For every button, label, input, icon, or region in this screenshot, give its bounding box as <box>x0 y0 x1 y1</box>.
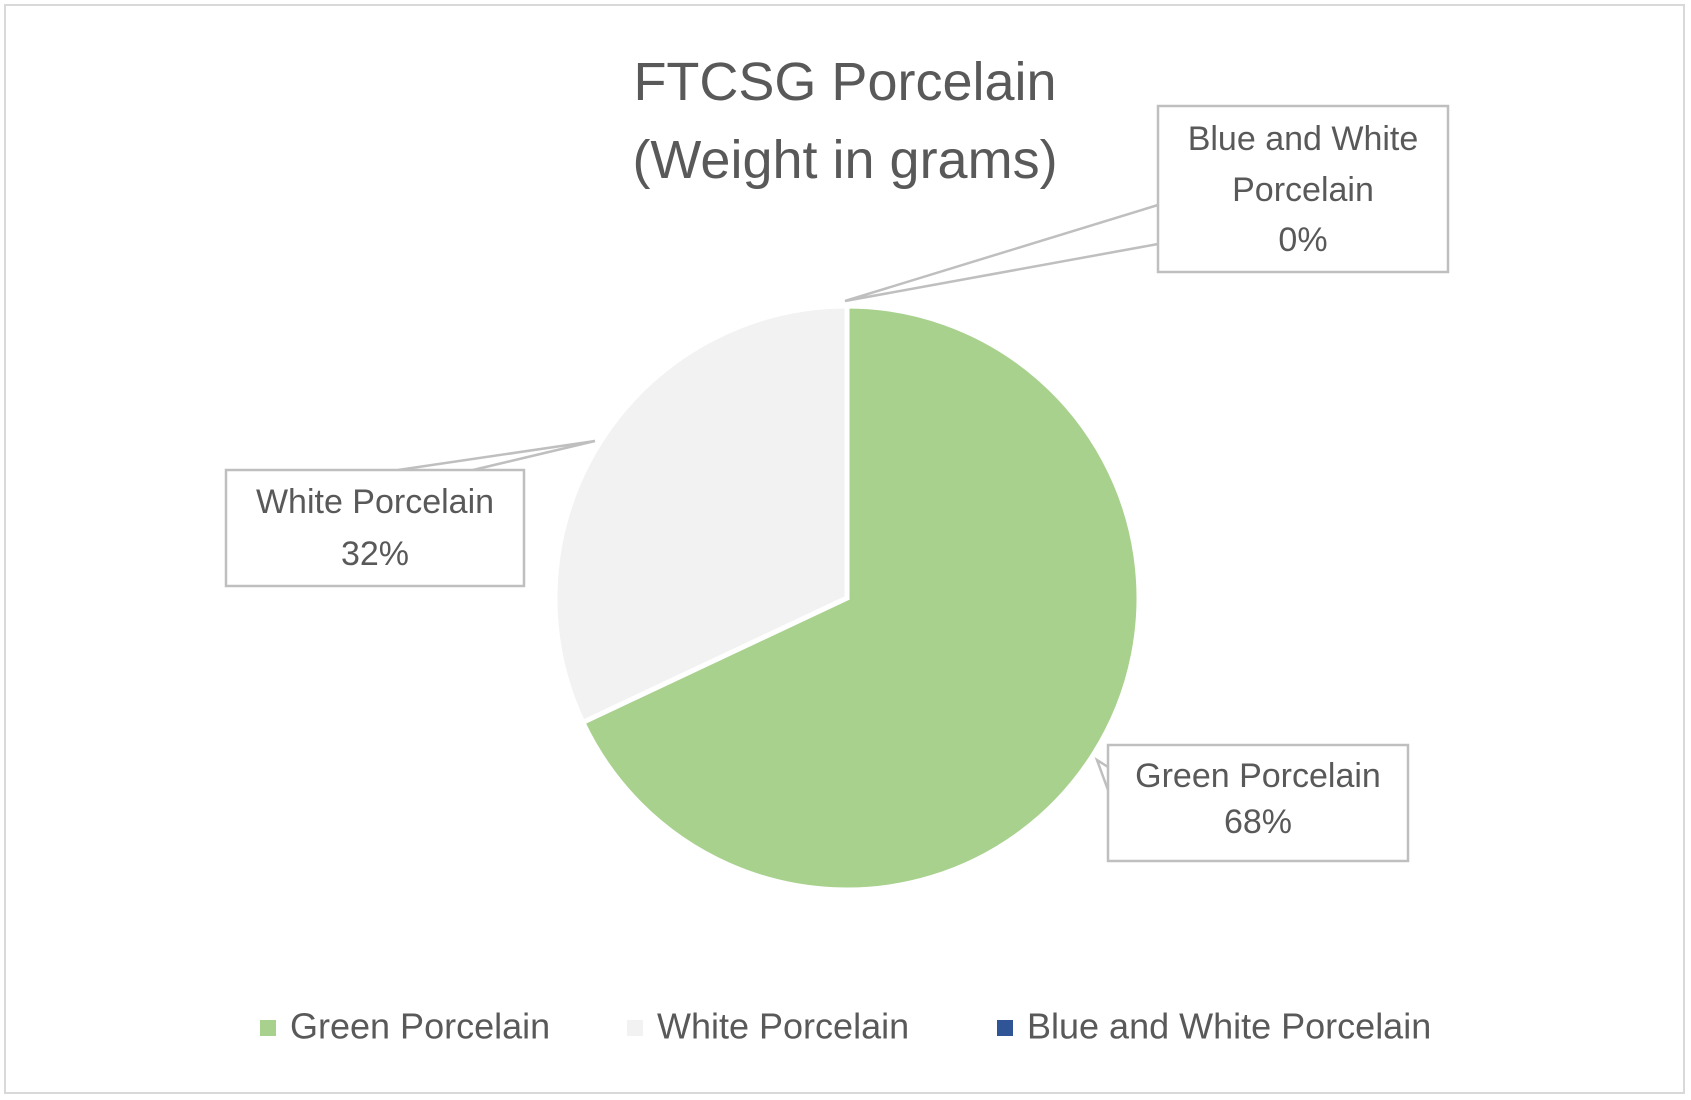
callout-box <box>1106 743 1410 863</box>
data-label-line: Green Porcelain <box>1135 757 1381 795</box>
legend-label: White Porcelain <box>657 1006 909 1047</box>
data-label-line: Porcelain <box>1232 171 1374 209</box>
slice-green-porcelain <box>579 303 1142 893</box>
data-label-line: 0% <box>1278 221 1327 259</box>
data-label-line: 32% <box>341 535 409 573</box>
callout-leader-line <box>397 439 596 472</box>
chart-title-line-1: FTCSG Porcelain <box>633 52 1056 112</box>
legend-label: Green Porcelain <box>290 1006 550 1047</box>
data-label-line: Blue and White <box>1188 120 1419 158</box>
callout-leader-line <box>1094 756 1110 791</box>
callout-white-porcelain: White Porcelain 32% <box>224 439 596 588</box>
callout-box <box>224 468 526 588</box>
pie-slices <box>552 303 1142 893</box>
data-label-line: White Porcelain <box>256 483 494 521</box>
chart-title-line-2: (Weight in grams) <box>632 130 1057 190</box>
legend-label: Blue and White Porcelain <box>1027 1006 1431 1047</box>
callout-blue-and-white-porcelain: Blue and White Porcelain 0% <box>844 104 1450 303</box>
legend: Green Porcelain White Porcelain Blue and W… <box>260 1006 1431 1047</box>
legend-swatch <box>997 1020 1013 1036</box>
data-label-line: 68% <box>1224 803 1292 841</box>
legend-item-green-porcelain: Green Porcelain <box>260 1006 550 1047</box>
legend-swatch <box>627 1020 643 1036</box>
legend-item-blue-and-white-porcelain: Blue and White Porcelain <box>997 1006 1431 1047</box>
legend-swatch <box>260 1020 276 1036</box>
callout-box <box>1156 104 1450 274</box>
legend-item-white-porcelain: White Porcelain <box>627 1006 909 1047</box>
callout-green-porcelain: Green Porcelain 68% <box>1094 743 1410 863</box>
data-labels: Green Porcelain 68% White Porcelain 32% Blue… <box>224 104 1450 863</box>
slice-white-porcelain <box>552 303 850 726</box>
callout-leader-line <box>844 203 1159 303</box>
